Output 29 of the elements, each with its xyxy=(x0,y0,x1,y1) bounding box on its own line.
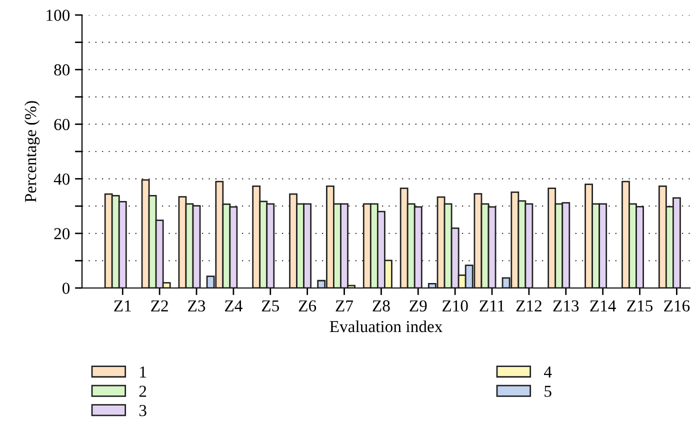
legend-label: 3 xyxy=(139,404,146,416)
x-tick-label: Z4 xyxy=(224,300,242,312)
x-tick-label: Z15 xyxy=(627,300,653,312)
legend-label: 1 xyxy=(140,366,146,378)
x-tick-label: Z2 xyxy=(151,300,168,312)
x-tick-label: Z13 xyxy=(553,300,579,312)
y-axis-title: Percentage (%) xyxy=(24,101,40,202)
x-tick-label: Z12 xyxy=(516,300,542,312)
x-tick-label: Z9 xyxy=(410,300,427,312)
y-tick-label: 100 xyxy=(46,10,70,21)
x-axis-title: Evaluation index xyxy=(330,320,442,332)
legend-label: 2 xyxy=(139,386,146,397)
y-tick-label: 20 xyxy=(54,228,70,240)
x-tick-label: Z5 xyxy=(262,300,279,312)
y-tick-label: 80 xyxy=(54,64,70,76)
x-tick-label: Z1 xyxy=(114,300,131,312)
y-tick-label: 60 xyxy=(54,118,70,130)
legend-label: 5 xyxy=(544,386,552,397)
x-tick-label: Z6 xyxy=(298,300,316,312)
y-tick-label: 40 xyxy=(54,174,70,185)
y-tick-label: 0 xyxy=(62,282,70,294)
x-tick-label: Z16 xyxy=(664,300,690,312)
x-tick-label: Z10 xyxy=(442,300,468,312)
legend-label: 4 xyxy=(544,366,552,378)
x-tick-label: Z11 xyxy=(480,300,504,312)
x-tick-label: Z8 xyxy=(372,300,390,312)
x-tick-label: Z14 xyxy=(590,300,616,312)
x-tick-label: Z7 xyxy=(336,300,354,312)
x-tick-label: Z3 xyxy=(188,300,206,312)
